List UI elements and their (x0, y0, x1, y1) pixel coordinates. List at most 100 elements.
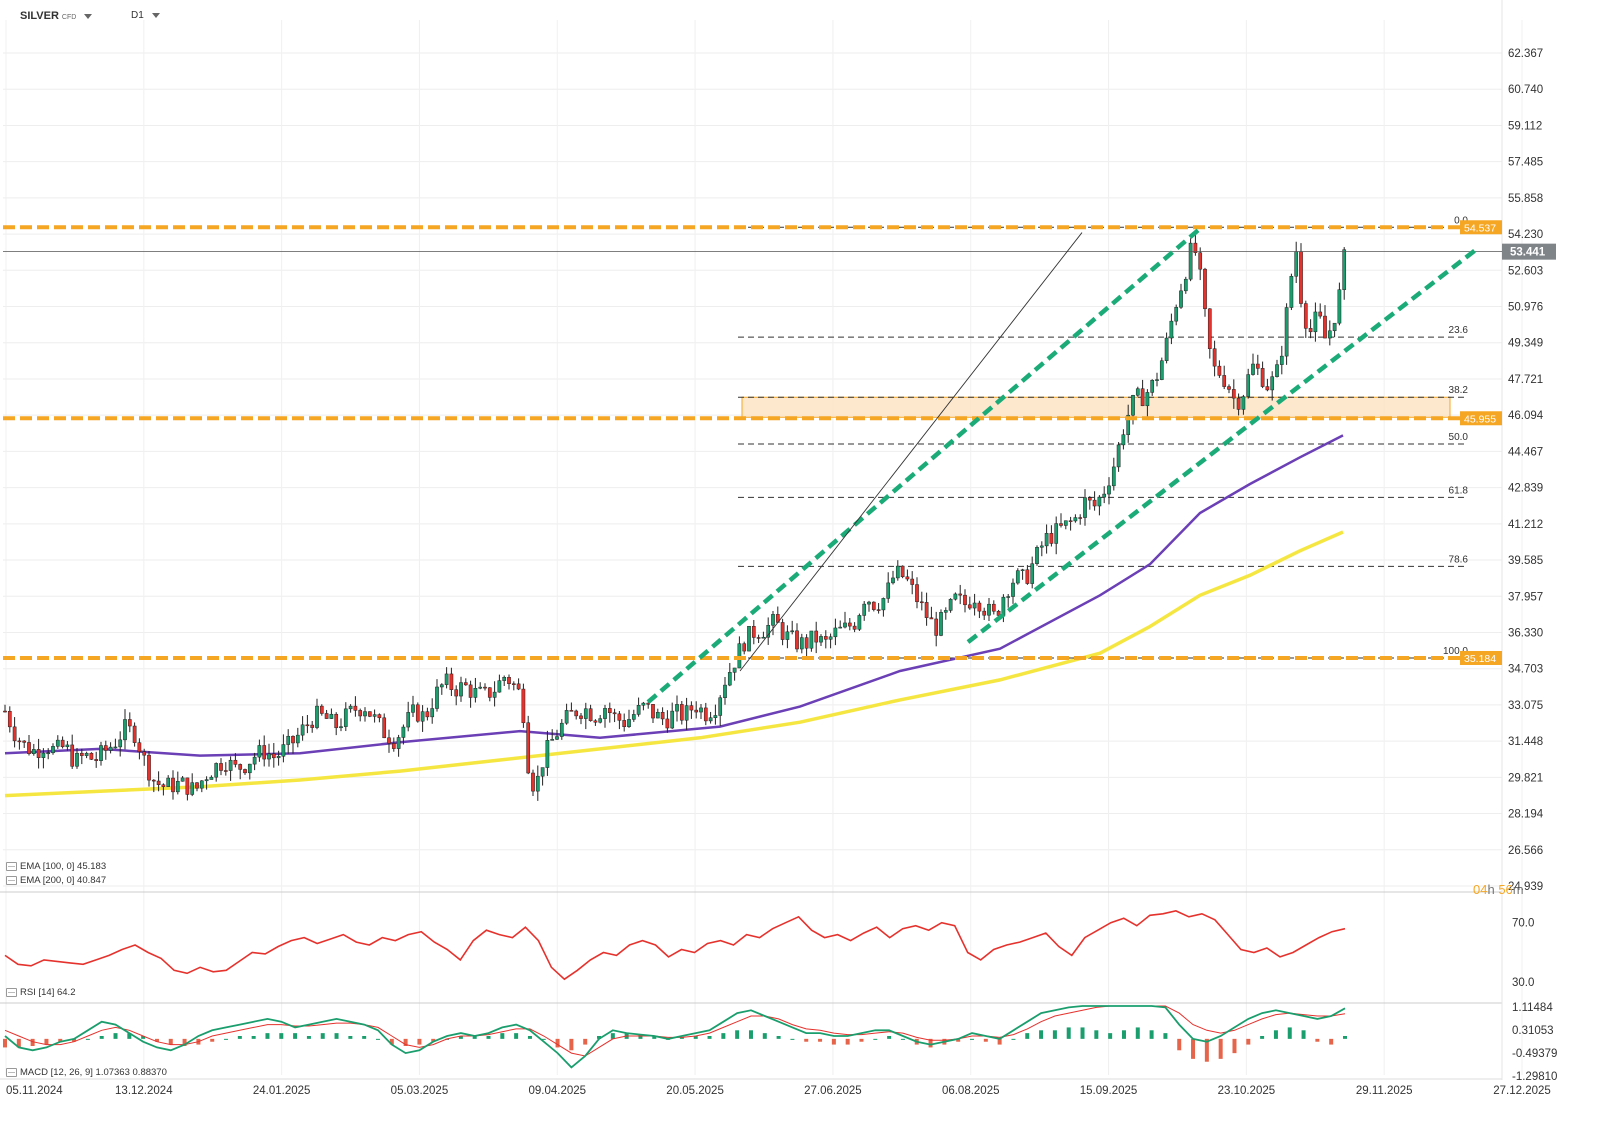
indicator-settings-icon[interactable] (6, 861, 17, 871)
candle-body (199, 780, 204, 789)
price-tick: 41.212 (1508, 519, 1543, 531)
candle-body (1174, 307, 1179, 322)
macd-legend[interactable]: MACD [12, 26, 9] 1.07363 0.88370 (6, 1067, 167, 1078)
current-price-badge (1502, 243, 1556, 260)
candle-body (353, 705, 358, 711)
candle-body (60, 739, 65, 748)
date-tick: 05.03.2025 (391, 1085, 449, 1097)
price-tick: 42.839 (1508, 483, 1543, 495)
candle-body (324, 713, 329, 719)
candle-body (1275, 364, 1279, 377)
price-tick: 39.585 (1508, 555, 1543, 567)
macd-histogram-bar (1301, 1030, 1306, 1039)
macd-histogram-bar (1163, 1033, 1168, 1039)
candle-body (612, 712, 617, 715)
candle-body (919, 601, 924, 604)
price-tick: 57.485 (1508, 157, 1543, 169)
macd-histogram-bar (721, 1033, 726, 1039)
trendlines[interactable] (646, 228, 1480, 704)
candle-body (1121, 434, 1126, 446)
macd-histogram-bar (707, 1036, 712, 1039)
candle-body (1241, 396, 1246, 410)
candle-body (233, 759, 238, 765)
rsi-legend[interactable]: RSI [14] 64.2 (6, 987, 75, 998)
candle-body (1318, 311, 1323, 317)
candle-body (132, 725, 137, 743)
candle-body (137, 742, 142, 752)
candle-body (1270, 376, 1275, 391)
candle-body (1227, 386, 1231, 390)
candle-body (334, 713, 339, 729)
candle-body (1236, 397, 1241, 410)
candle-body (1092, 499, 1097, 507)
macd-histogram-bar (887, 1036, 892, 1039)
candle-body (1039, 545, 1044, 548)
candle-body (339, 726, 343, 729)
candle-body (838, 626, 843, 629)
date-tick: 27.06.2025 (804, 1085, 862, 1097)
macd-histogram-bar (251, 1036, 256, 1039)
key-level-badge (1460, 411, 1502, 426)
ema100-legend[interactable]: EMA [100, 0] 45.183 (6, 861, 106, 872)
macd-histogram-bar (831, 1038, 836, 1045)
candle-body (867, 601, 871, 605)
rsi-line (4, 910, 1346, 981)
price-tick: 33.075 (1508, 700, 1543, 712)
macd-histogram-bar (210, 1038, 215, 1042)
candle-body (391, 743, 396, 749)
indicator-settings-icon[interactable] (6, 987, 17, 997)
candle-body (996, 610, 1001, 616)
date-tick: 20.05.2025 (666, 1085, 724, 1097)
ema200-legend[interactable]: EMA [200, 0] 40.847 (6, 875, 106, 886)
candle-body (823, 636, 828, 640)
channel-trendline (646, 228, 1200, 704)
candle-body (1035, 547, 1039, 564)
candle-body (89, 752, 94, 760)
candle-body (454, 689, 459, 697)
candle-body (708, 717, 713, 722)
candle-body (886, 582, 891, 599)
date-tick: 27.12.2025 (1493, 1085, 1551, 1097)
candle-body (598, 718, 603, 723)
chevron-down-icon (151, 12, 160, 18)
macd-histogram-bar (362, 1036, 367, 1039)
candle-body (1145, 392, 1150, 407)
price-tick: 44.467 (1508, 446, 1543, 458)
macd-tick: 0.31053 (1512, 1025, 1554, 1037)
key-level-badge (1460, 220, 1502, 235)
candle-body (1332, 322, 1337, 332)
candle-body (315, 705, 319, 728)
candle-body (521, 688, 526, 724)
candle-body (1188, 242, 1193, 280)
candle-body (1284, 307, 1289, 357)
candle-body (1078, 517, 1083, 519)
macd-histogram-bar (514, 1033, 519, 1039)
timeframe-selector[interactable]: D1 (131, 10, 160, 21)
rsi-tick: 30.0 (1512, 977, 1534, 989)
candle-body (636, 705, 641, 715)
macd-histogram-bar (1108, 1033, 1113, 1039)
candle-body (1107, 485, 1111, 495)
symbol-selector[interactable]: SILVER CFD (20, 10, 93, 22)
indicator-settings-icon[interactable] (6, 1067, 17, 1077)
indicator-settings-icon[interactable] (6, 875, 17, 885)
candle-body (195, 782, 199, 789)
candle-body (166, 777, 171, 787)
candle-body (1068, 520, 1073, 522)
candle-body (790, 630, 795, 633)
price-tick: 24.939 (1508, 881, 1543, 893)
date-tick: 13.12.2024 (115, 1085, 173, 1097)
macd-histogram-bar (1135, 1027, 1140, 1039)
candle-body (228, 759, 233, 771)
horizontal-levels[interactable]: 54.537 45.955 35.184 (3, 220, 1502, 665)
macd-histogram-bar (1011, 1038, 1016, 1040)
candle-body (41, 752, 46, 758)
support-zone-rect (741, 396, 1451, 418)
price-tick: 37.957 (1508, 591, 1543, 603)
candle-body (718, 697, 723, 716)
candle-body (1255, 363, 1260, 369)
candle-body (1308, 328, 1313, 333)
candle-body (771, 614, 775, 626)
